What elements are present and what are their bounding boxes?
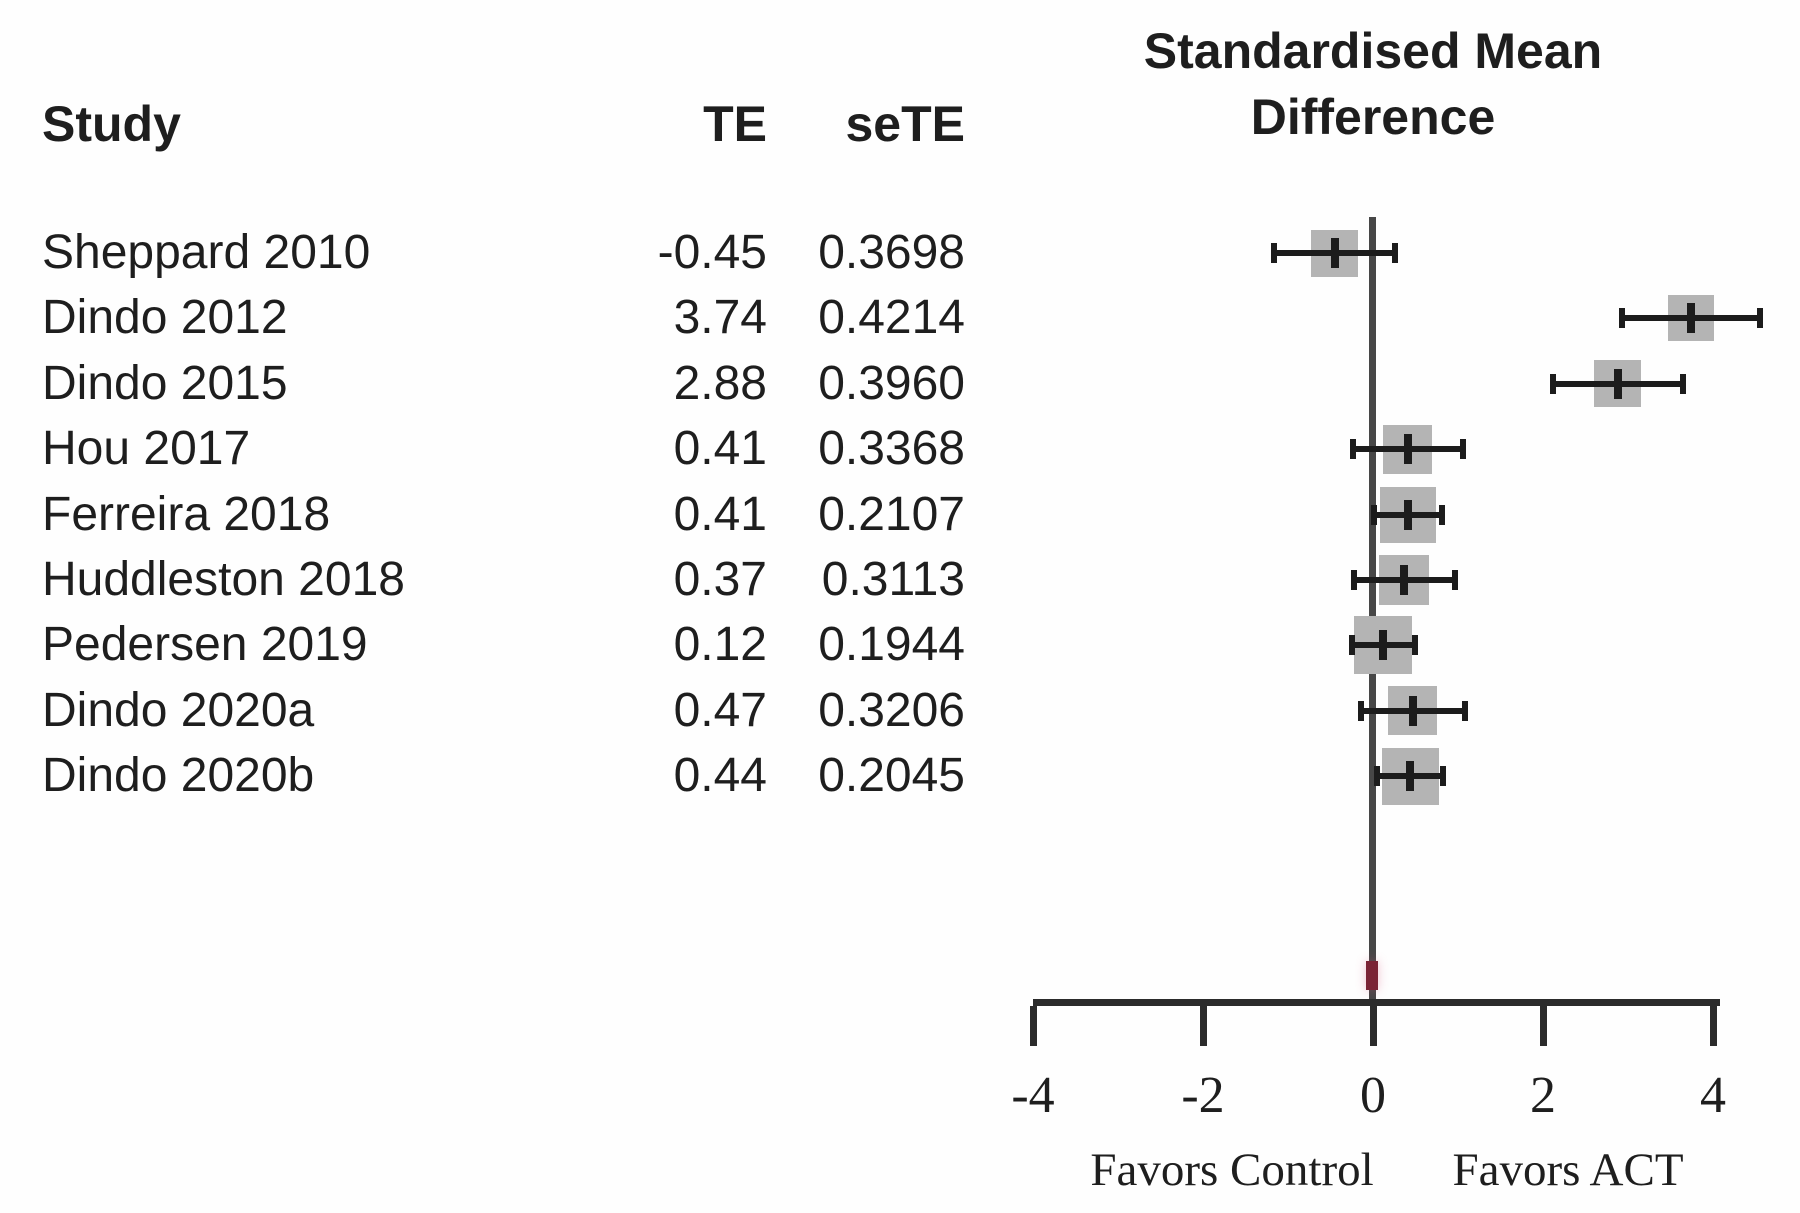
ci-cap-right xyxy=(1679,373,1686,394)
study-label: Sheppard 2010 xyxy=(42,226,371,279)
sete-value: 0.3698 xyxy=(818,226,965,279)
study-column-header: Study xyxy=(42,96,181,152)
sete-value: 0.3960 xyxy=(818,356,965,410)
te-value: 0.12 xyxy=(673,618,767,672)
ci-cap-left xyxy=(1549,373,1556,394)
point-estimate-marker xyxy=(1686,303,1695,334)
te-value: 0.47 xyxy=(673,683,767,737)
point-estimate-marker xyxy=(1408,695,1417,726)
chart-title: Standardised Mean Difference xyxy=(1143,23,1603,145)
ci-cap-left xyxy=(1618,308,1625,329)
te-column-header: TE xyxy=(703,96,767,152)
x-axis-tick xyxy=(1030,1006,1037,1046)
x-axis-line xyxy=(1033,999,1720,1006)
ci-cap-left xyxy=(1349,439,1356,460)
x-axis-tick-label: 4 xyxy=(1700,1067,1726,1124)
ci-cap-right xyxy=(1392,243,1399,263)
ci-cap-left xyxy=(1374,766,1381,787)
te-value: 0.44 xyxy=(673,749,767,803)
favors-control-label: Favors Control xyxy=(1090,1144,1374,1196)
sete-value: 0.2045 xyxy=(818,749,965,803)
study-label: Dindo 2012 xyxy=(42,291,288,345)
study-label: Dindo 2015 xyxy=(42,356,288,410)
x-axis-tick xyxy=(1540,1006,1547,1046)
point-estimate-marker xyxy=(1379,630,1388,661)
favors-act-label: Favors ACT xyxy=(1452,1144,1684,1196)
study-label: Ferreira 2018 xyxy=(42,487,331,541)
ci-cap-right xyxy=(1462,700,1469,721)
ci-cap-left xyxy=(1348,635,1355,656)
te-value: 2.88 xyxy=(673,356,767,410)
ci-cap-right xyxy=(1459,439,1466,460)
point-estimate-marker xyxy=(1406,761,1415,792)
te-value: 0.37 xyxy=(673,553,767,606)
ci-cap-right xyxy=(1411,635,1418,656)
study-label: Dindo 2020a xyxy=(42,683,315,737)
x-axis-tick-label: 2 xyxy=(1530,1067,1556,1124)
sete-value: 0.3206 xyxy=(818,683,965,737)
x-axis-tick-label: -4 xyxy=(1011,1067,1055,1124)
sete-value: 0.1944 xyxy=(818,618,965,672)
sete-column-header: seTE xyxy=(845,96,965,152)
x-axis-tick xyxy=(1710,1006,1717,1046)
point-estimate-marker xyxy=(1400,565,1409,595)
point-estimate-marker xyxy=(1330,238,1339,268)
ci-cap-left xyxy=(1271,243,1278,263)
sete-value: 0.3113 xyxy=(821,553,965,606)
study-label: Huddleston 2018 xyxy=(42,553,405,606)
ci-cap-right xyxy=(1452,570,1459,590)
ci-cap-right xyxy=(1757,308,1764,329)
point-estimate-marker xyxy=(1403,434,1412,465)
ci-cap-left xyxy=(1357,700,1364,721)
sete-value: 0.3368 xyxy=(818,422,965,476)
te-value: 3.74 xyxy=(673,291,767,345)
sete-value: 0.2107 xyxy=(818,487,965,541)
study-label: Pedersen 2019 xyxy=(42,618,368,672)
ci-cap-right xyxy=(1440,766,1447,787)
te-value: -0.45 xyxy=(657,226,767,279)
x-axis-tick xyxy=(1370,1006,1377,1046)
te-value: 0.41 xyxy=(673,487,767,541)
point-estimate-marker xyxy=(1403,499,1412,530)
study-label: Dindo 2020b xyxy=(42,749,315,803)
x-axis-tick-label: -2 xyxy=(1181,1067,1225,1124)
ci-cap-right xyxy=(1438,504,1445,525)
te-value: 0.41 xyxy=(673,422,767,476)
study-label: Hou 2017 xyxy=(42,422,251,476)
point-estimate-marker xyxy=(1613,368,1622,399)
ci-cap-left xyxy=(1350,570,1357,590)
zero-reference-line xyxy=(1369,217,1376,999)
x-axis-tick-label: 0 xyxy=(1360,1067,1386,1124)
sete-value: 0.4214 xyxy=(818,291,965,345)
pooled-effect-mark xyxy=(1366,961,1378,990)
x-axis-tick xyxy=(1200,1006,1207,1046)
ci-cap-left xyxy=(1370,504,1377,525)
